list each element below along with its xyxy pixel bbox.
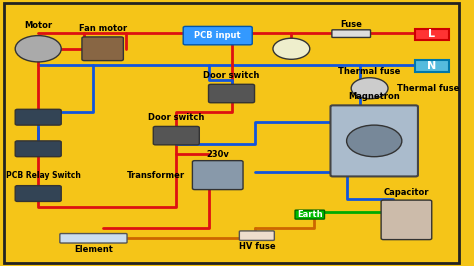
- FancyBboxPatch shape: [15, 186, 61, 201]
- FancyBboxPatch shape: [209, 84, 255, 103]
- FancyBboxPatch shape: [332, 30, 371, 38]
- Text: Thermal fuse: Thermal fuse: [338, 67, 401, 76]
- FancyBboxPatch shape: [415, 28, 449, 40]
- Text: N: N: [427, 61, 437, 71]
- Circle shape: [346, 125, 402, 157]
- Text: Thermal fuse: Thermal fuse: [397, 84, 460, 93]
- Circle shape: [273, 38, 310, 59]
- FancyBboxPatch shape: [415, 60, 449, 72]
- Text: 230v: 230v: [206, 150, 229, 159]
- Text: PCB Relay Switch: PCB Relay Switch: [6, 171, 81, 180]
- Text: L: L: [428, 29, 435, 39]
- Text: Earth: Earth: [297, 210, 323, 219]
- Text: Motor: Motor: [24, 21, 52, 30]
- Text: Door switch: Door switch: [148, 114, 204, 122]
- FancyBboxPatch shape: [60, 234, 127, 243]
- Text: Element: Element: [74, 245, 113, 254]
- FancyBboxPatch shape: [15, 109, 61, 125]
- Text: PCB input: PCB input: [194, 31, 241, 40]
- Text: HV fuse: HV fuse: [238, 242, 275, 251]
- FancyBboxPatch shape: [153, 126, 199, 145]
- FancyBboxPatch shape: [192, 161, 243, 190]
- Text: Fuse: Fuse: [340, 20, 362, 29]
- Circle shape: [15, 36, 61, 62]
- FancyBboxPatch shape: [239, 231, 274, 240]
- FancyBboxPatch shape: [295, 210, 325, 219]
- Text: Door switch: Door switch: [203, 71, 260, 80]
- Text: Transformer: Transformer: [128, 171, 185, 180]
- FancyBboxPatch shape: [381, 200, 432, 240]
- Text: Capacitor: Capacitor: [383, 189, 429, 197]
- FancyBboxPatch shape: [15, 141, 61, 157]
- Circle shape: [351, 78, 388, 99]
- Text: Magnetron: Magnetron: [348, 92, 400, 101]
- FancyBboxPatch shape: [82, 37, 123, 61]
- FancyBboxPatch shape: [330, 105, 418, 176]
- Text: Fan motor: Fan motor: [79, 24, 127, 33]
- FancyBboxPatch shape: [183, 26, 252, 45]
